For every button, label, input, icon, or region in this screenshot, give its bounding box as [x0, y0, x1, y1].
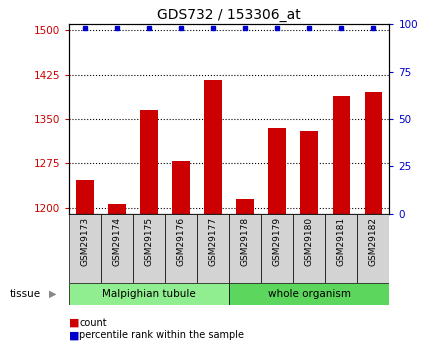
Text: GSM29177: GSM29177: [209, 217, 218, 266]
Text: ■: ■: [69, 331, 80, 340]
Text: tissue: tissue: [10, 289, 41, 299]
Text: GSM29173: GSM29173: [81, 217, 89, 266]
Text: GSM29182: GSM29182: [369, 217, 378, 266]
Bar: [172, 160, 190, 214]
FancyBboxPatch shape: [261, 214, 293, 283]
Bar: [268, 128, 286, 214]
FancyBboxPatch shape: [69, 283, 229, 305]
Text: count: count: [79, 318, 107, 327]
Text: ▶: ▶: [49, 289, 56, 299]
Text: Malpighian tubule: Malpighian tubule: [102, 289, 196, 299]
FancyBboxPatch shape: [133, 214, 165, 283]
FancyBboxPatch shape: [229, 283, 389, 305]
FancyBboxPatch shape: [101, 214, 133, 283]
Bar: [76, 179, 94, 214]
FancyBboxPatch shape: [357, 214, 389, 283]
Bar: [300, 131, 318, 214]
Text: GSM29181: GSM29181: [337, 217, 346, 266]
Bar: [364, 92, 382, 214]
Text: whole organism: whole organism: [268, 289, 351, 299]
Bar: [140, 110, 158, 214]
Text: GSM29174: GSM29174: [113, 217, 121, 266]
Bar: [204, 80, 222, 214]
Bar: [236, 199, 254, 214]
FancyBboxPatch shape: [165, 214, 197, 283]
Title: GDS732 / 153306_at: GDS732 / 153306_at: [157, 8, 301, 22]
FancyBboxPatch shape: [325, 214, 357, 283]
Text: ■: ■: [69, 318, 80, 327]
FancyBboxPatch shape: [69, 214, 101, 283]
Text: percentile rank within the sample: percentile rank within the sample: [79, 331, 244, 340]
Bar: [332, 97, 350, 214]
Bar: [108, 204, 126, 214]
FancyBboxPatch shape: [197, 214, 229, 283]
FancyBboxPatch shape: [229, 214, 261, 283]
Text: GSM29176: GSM29176: [177, 217, 186, 266]
Text: GSM29175: GSM29175: [145, 217, 154, 266]
FancyBboxPatch shape: [293, 214, 325, 283]
Text: GSM29180: GSM29180: [305, 217, 314, 266]
Text: GSM29179: GSM29179: [273, 217, 282, 266]
Text: GSM29178: GSM29178: [241, 217, 250, 266]
